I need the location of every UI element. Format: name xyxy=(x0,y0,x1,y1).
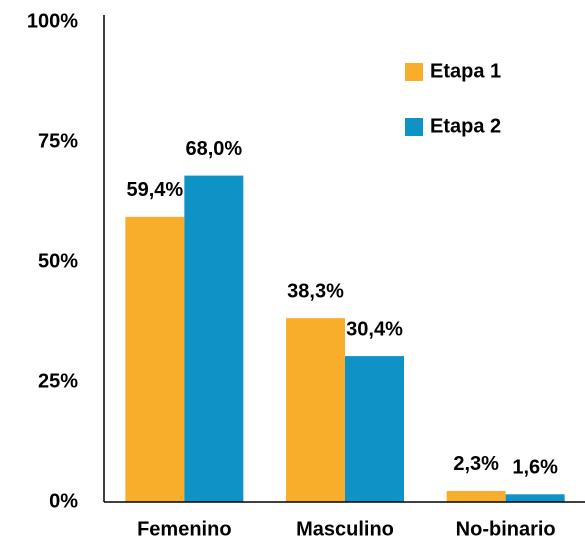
legend-swatch xyxy=(405,63,423,81)
y-tick-label: 75% xyxy=(38,130,78,152)
legend-label: Etapa 1 xyxy=(430,60,501,82)
bar xyxy=(345,356,404,502)
x-tick-label: Masculino xyxy=(296,518,394,540)
y-tick-label: 25% xyxy=(38,370,78,392)
value-label: 1,6% xyxy=(512,457,558,479)
x-tick-label: No-binario xyxy=(456,518,556,540)
legend-swatch xyxy=(405,118,423,136)
bar xyxy=(125,216,185,502)
legend-label: Etapa 2 xyxy=(430,115,501,137)
y-tick-label: 0% xyxy=(49,490,78,512)
value-label: 2,3% xyxy=(453,453,499,475)
bar xyxy=(446,490,506,502)
y-tick-label: 100% xyxy=(27,10,78,32)
bar xyxy=(286,318,345,502)
value-label: 59,4% xyxy=(126,179,183,201)
value-label: 30,4% xyxy=(346,318,403,340)
value-label: 68,0% xyxy=(185,138,242,160)
bar xyxy=(184,175,244,502)
y-tick-label: 50% xyxy=(38,250,78,272)
bar xyxy=(505,494,565,502)
x-tick-label: Femenino xyxy=(137,518,231,540)
value-label: 38,3% xyxy=(287,280,344,302)
